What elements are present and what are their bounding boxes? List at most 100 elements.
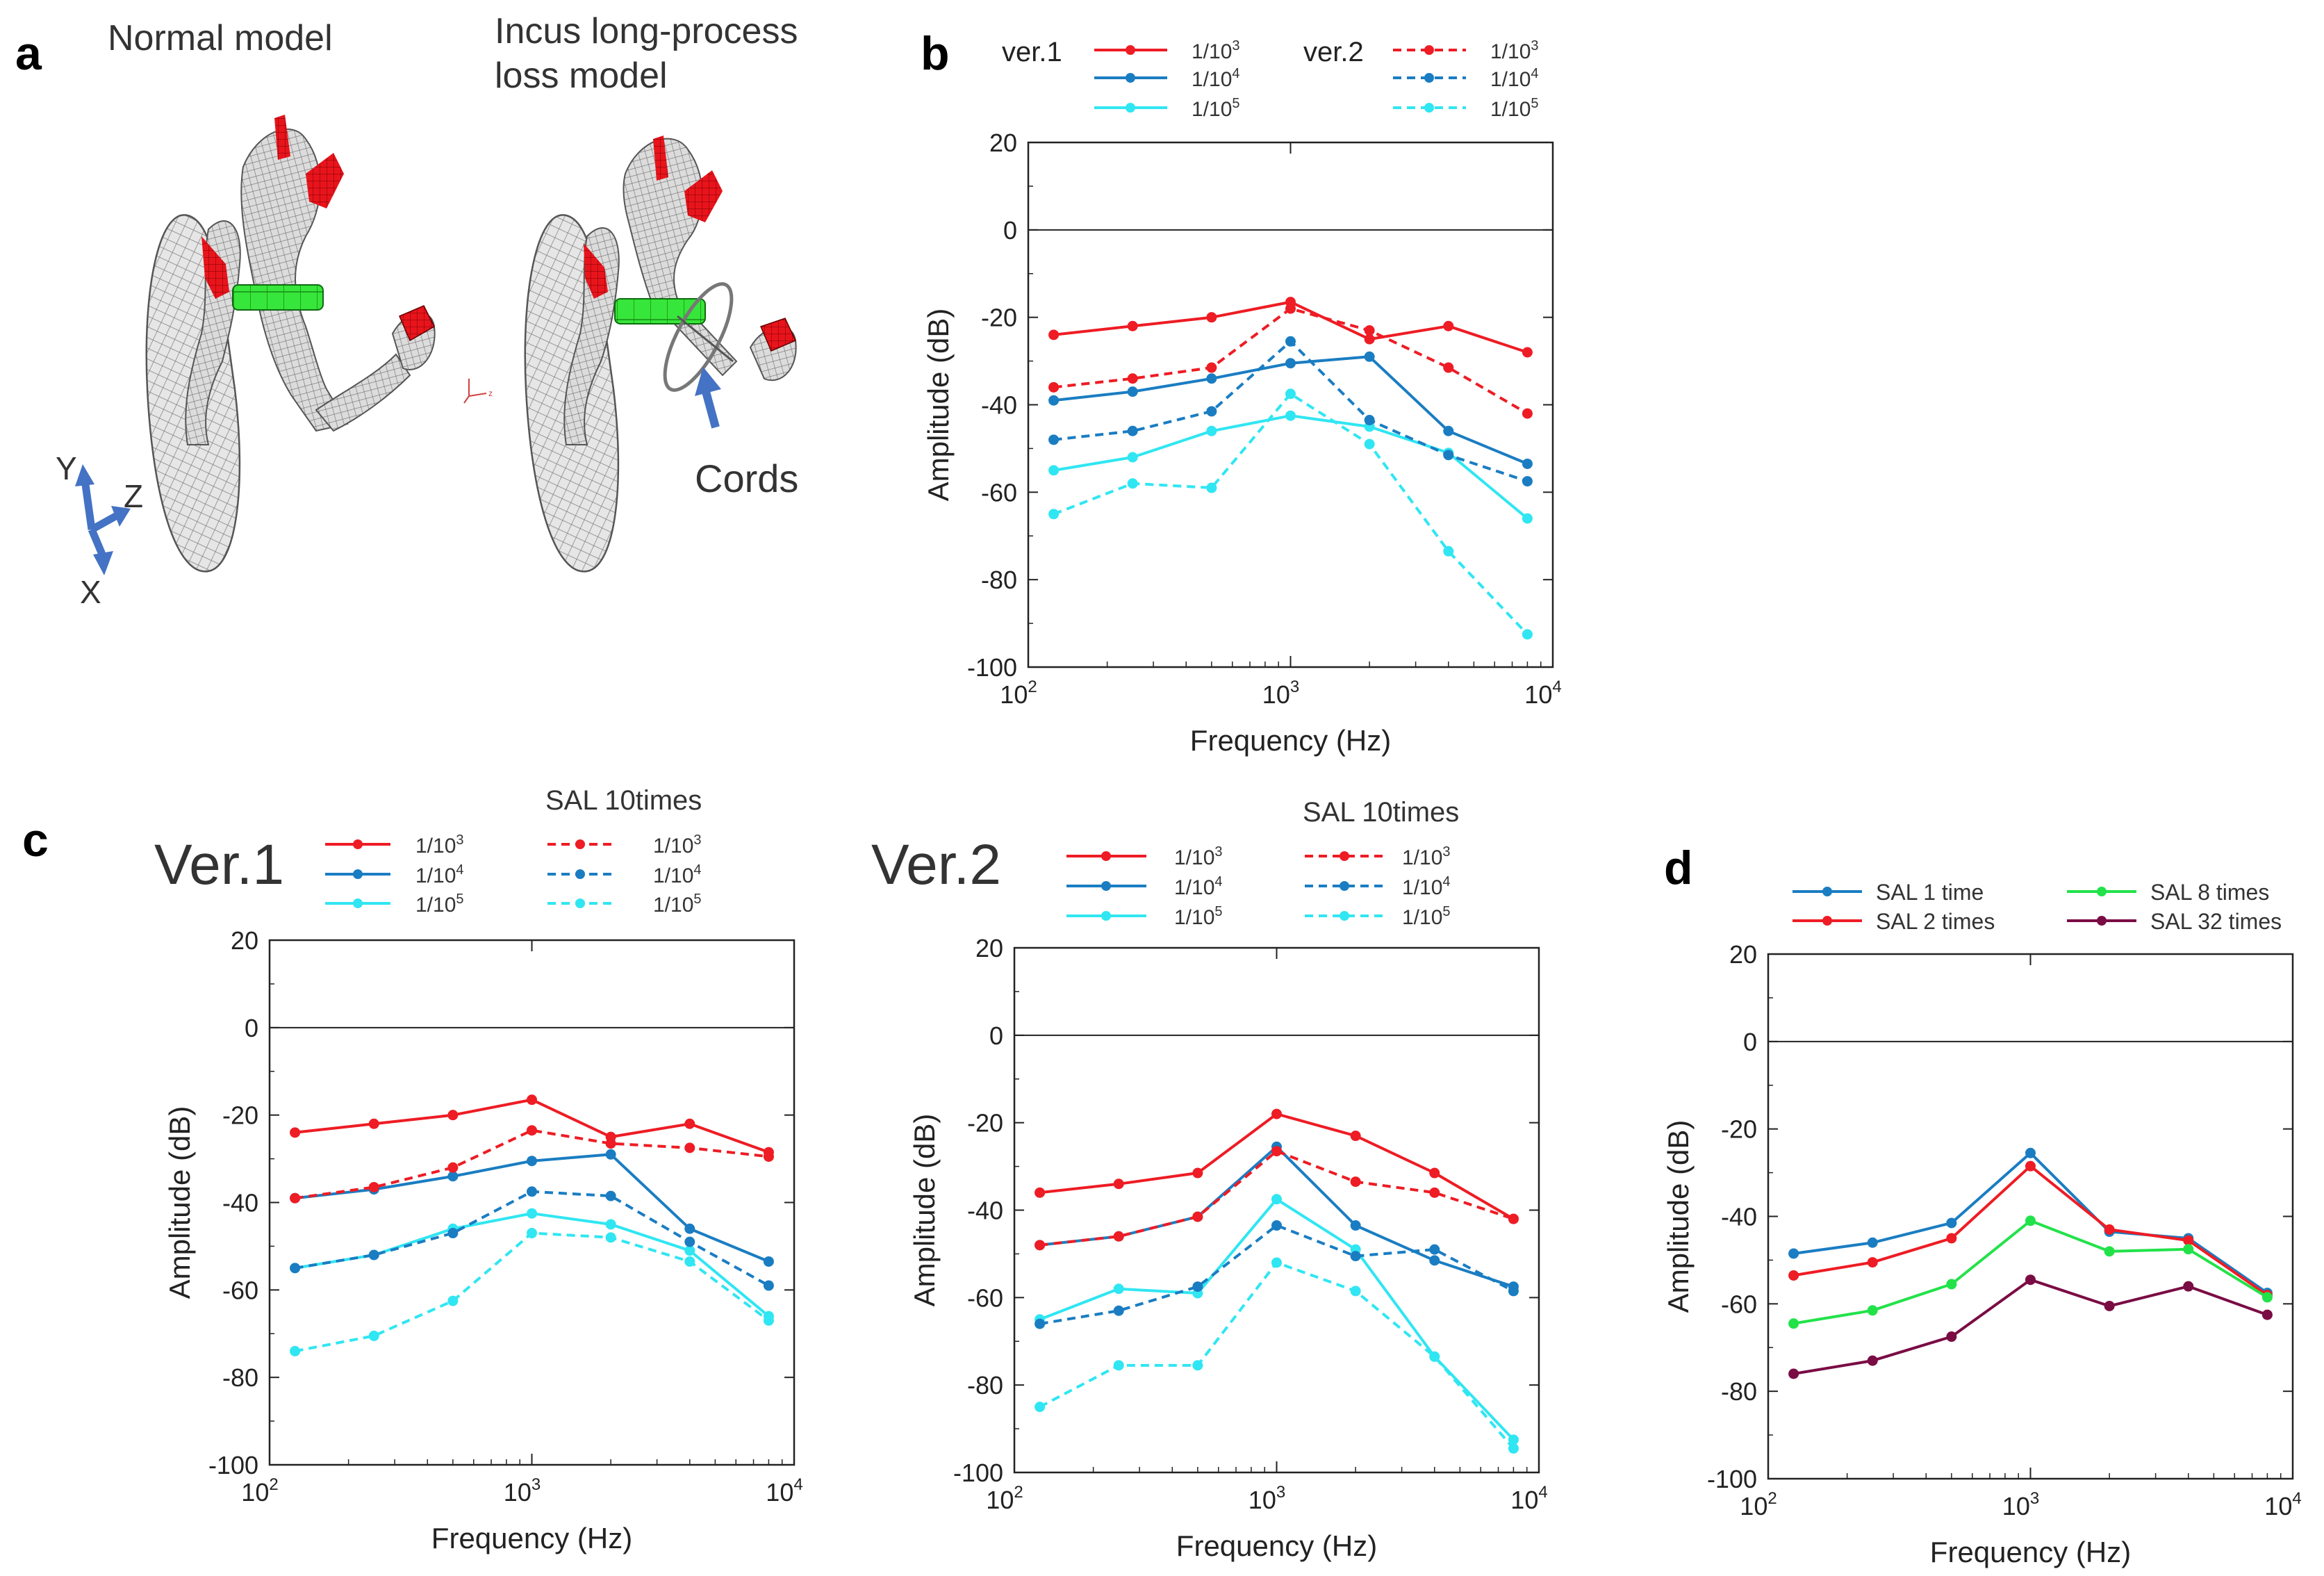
chart-b-series-2-point	[1522, 513, 1533, 524]
legend-d-swatch-dot	[1822, 916, 1832, 926]
loss-ossicle-model: Cords	[524, 136, 798, 573]
chart-c1-series-2-point	[527, 1208, 537, 1219]
chart-c1-ytick-label: -20	[222, 1101, 258, 1130]
chart-c1-series-5-point	[447, 1295, 459, 1306]
chart-c1-series-0-point	[290, 1127, 301, 1138]
chart-d-ytick-label: -100	[1707, 1465, 1757, 1493]
svg-text:1/105: 1/105	[653, 892, 702, 917]
chart-c1-xtick-label: 102	[241, 1475, 278, 1507]
cord-line	[677, 315, 734, 363]
chart-c2-series-5-point	[1035, 1402, 1046, 1413]
chart-c1-series-4-point	[605, 1190, 616, 1201]
axis-z-label: Z	[124, 478, 143, 514]
legend-b-ver1-1e3: 1/103	[1094, 38, 1240, 63]
cords-arrow-shaft	[701, 388, 720, 429]
chart-c2-xtick-label: 104	[1510, 1483, 1547, 1514]
chart-d-ytick-label: -20	[1721, 1115, 1757, 1144]
svg-text:1/105: 1/105	[415, 892, 464, 917]
chart-c1-series-2-point	[684, 1245, 695, 1256]
chart-b-series-3-point	[1206, 362, 1217, 373]
chart-b-series-1-point	[1522, 458, 1533, 469]
chart-b-series-3-point	[1522, 408, 1533, 419]
chart-b-series-0-point	[1522, 347, 1533, 358]
legend-d-label: SAL 8 times	[2150, 880, 2269, 905]
chart-d-series-0-point	[1946, 1217, 1957, 1229]
chart-b-series-3-point	[1285, 303, 1296, 314]
chart-b-series-0-point	[1048, 329, 1060, 340]
chart-c2-ytick-label: 0	[989, 1021, 1003, 1050]
chart-c2-series-5-point	[1508, 1443, 1519, 1454]
chart-b-series-4-point	[1285, 336, 1296, 347]
chart-c1-series-0-point	[527, 1094, 537, 1106]
chart-c2-series-3-point	[1350, 1176, 1361, 1188]
chart-d-ytick-label: 0	[1743, 1028, 1757, 1056]
chart-b-series-1-point	[1285, 358, 1296, 369]
legend-d-label: SAL 1 time	[1876, 880, 1984, 905]
chart-c2-series-3-point	[1429, 1187, 1440, 1198]
chart-c1-series-0-point	[447, 1110, 459, 1121]
chart-c2-ytick-label: -100	[953, 1459, 1003, 1487]
chart-c2-frame	[1013, 946, 1540, 1474]
chart-b-series-2-point	[1048, 465, 1060, 476]
chart-c2-series-4-point	[1035, 1318, 1046, 1329]
legend-d-entry: SAL 8 times	[2067, 880, 2269, 905]
chart-c2-series-0-point	[1192, 1167, 1203, 1179]
chart-d-series-3-point	[2183, 1281, 2194, 1292]
chart-b-frame	[1027, 141, 1554, 668]
chart-d-ytick-label: 20	[1729, 940, 1757, 969]
chart-d-ytick-label: -80	[1721, 1377, 1757, 1406]
chart-c2-ytick-label: -20	[967, 1109, 1003, 1138]
chart-c1-series-3-point	[527, 1125, 537, 1136]
legend-b-ver1-1e4: 1/104	[1094, 66, 1240, 91]
chart-c1-ylabel: Amplitude (dB)	[163, 1106, 196, 1299]
legend-b-ver2-1e3: 1/103	[1393, 38, 1539, 63]
chart-c1-series-1-line	[295, 1153, 770, 1263]
chart-d-series-3-line	[1793, 1278, 2268, 1375]
chart-c2-series-5-point	[1192, 1360, 1203, 1371]
chart-c2-series-5-point	[1350, 1286, 1361, 1297]
chart-c2-series-4-point	[1350, 1251, 1361, 1262]
legend-b: ver.1 ver.2 1/103 1/104 1/105 1/103 1/10…	[1002, 37, 1539, 121]
chart-c1-xtick-label: 104	[766, 1475, 802, 1507]
normal-tensor-tympani	[232, 284, 324, 311]
legend-c1-solid-1e5: 1/105	[325, 892, 464, 917]
chart-d-series-0-point	[2025, 1147, 2036, 1158]
chart-d-series-2-point	[2104, 1246, 2115, 1257]
chart-b-xtick-label: 104	[1524, 678, 1561, 709]
chart-c2-ytick-label: -40	[967, 1197, 1003, 1225]
loss-incus-body	[623, 138, 703, 307]
legend-c2-dashed-1e5: 1/105	[1305, 904, 1451, 929]
chart-b-series-3-point	[1127, 373, 1138, 384]
legend-c2: SAL 10times 1/103 1/104 1/105 1/103 1/10…	[1066, 797, 1459, 929]
panel-d-letter: d	[1664, 842, 1693, 894]
chart-c1-series-3-point	[447, 1162, 459, 1173]
chart-b-series-5-line	[1053, 392, 1528, 636]
chart-c1-series-3-point	[368, 1181, 379, 1192]
chart-d-series-3-point	[1867, 1355, 1878, 1366]
chart-c1-series-1-point	[605, 1149, 616, 1160]
loss-ligament-left	[584, 243, 608, 299]
chart-d-series-1-point	[1788, 1270, 1799, 1281]
chart-c1-series-5-point	[290, 1345, 301, 1356]
panel-c-letter: c	[22, 814, 49, 867]
chart-d-ytick-label: -60	[1721, 1290, 1757, 1318]
chart-b-series-0-point	[1364, 334, 1375, 345]
chart-c2-series-4-point	[1271, 1220, 1282, 1231]
mini-axis-glyph: z	[463, 379, 493, 404]
cords-arrow-head	[695, 367, 721, 396]
chart-b-series-4-point	[1522, 476, 1533, 487]
panel-b-letter: b	[921, 27, 950, 80]
chart-b-series-2-point	[1127, 452, 1138, 463]
chart-d-series-3-point	[2261, 1309, 2273, 1320]
chart-b-series-2-point	[1206, 425, 1217, 436]
chart-c2-series-3-point	[1508, 1213, 1519, 1224]
chart-c1-ytick-label: -40	[222, 1189, 258, 1217]
chart-d-series-2-line	[1793, 1219, 2268, 1325]
chart-c2-series-0-point	[1035, 1187, 1046, 1198]
legend-c1-dashed-1e3: 1/103	[547, 832, 702, 857]
svg-text:1/105: 1/105	[1174, 904, 1223, 929]
svg-text:1/104: 1/104	[1174, 874, 1223, 899]
